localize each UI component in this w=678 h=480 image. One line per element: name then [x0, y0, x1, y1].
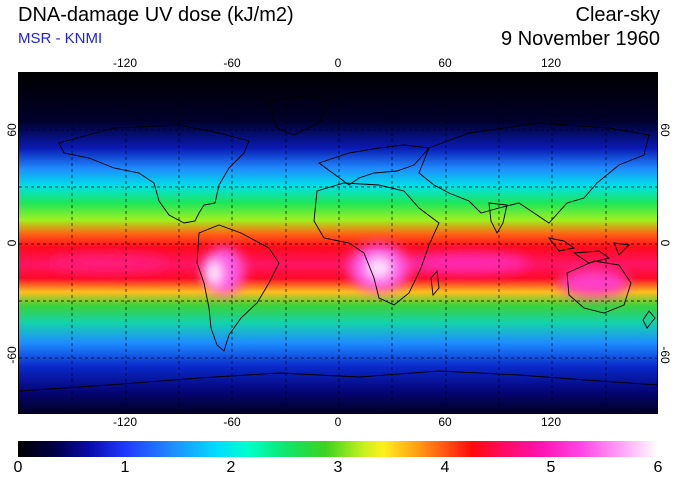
colorbar-tick: 2 — [226, 459, 236, 476]
colorbar-tick: 5 — [546, 459, 556, 476]
map-title: DNA-damage UV dose (kJ/m2) — [18, 4, 294, 26]
lon-tick-top: 60 — [438, 56, 452, 70]
colorbar-tick: 1 — [120, 459, 130, 476]
lon-tick-bottom: 120 — [540, 415, 562, 429]
uv-dose-map — [18, 72, 658, 414]
colorbar — [18, 441, 658, 457]
lon-tick-top: 0 — [334, 56, 342, 70]
uv-gradient-field — [19, 73, 657, 413]
sky-condition-label: Clear-sky — [575, 4, 660, 26]
colorbar-tick: 0 — [13, 459, 23, 476]
lon-tick-top: 120 — [540, 56, 562, 70]
colorbar-tick: 4 — [440, 459, 450, 476]
lon-tick-top: -120 — [112, 56, 138, 70]
lon-tick-bottom: -120 — [112, 415, 138, 429]
uv-dose-field — [19, 73, 657, 413]
date-label: 9 November 1960 — [501, 28, 660, 50]
lon-tick-top: -60 — [223, 56, 241, 70]
lon-tick-bottom: 60 — [438, 415, 452, 429]
colorbar-tick: 3 — [333, 459, 343, 476]
lon-tick-bottom: -60 — [223, 415, 241, 429]
graticule — [19, 73, 657, 413]
lon-tick-bottom: 0 — [334, 415, 342, 429]
credit-label: MSR - KNMI — [18, 30, 103, 47]
colorbar-tick: 6 — [653, 459, 663, 476]
coastlines — [19, 94, 657, 392]
